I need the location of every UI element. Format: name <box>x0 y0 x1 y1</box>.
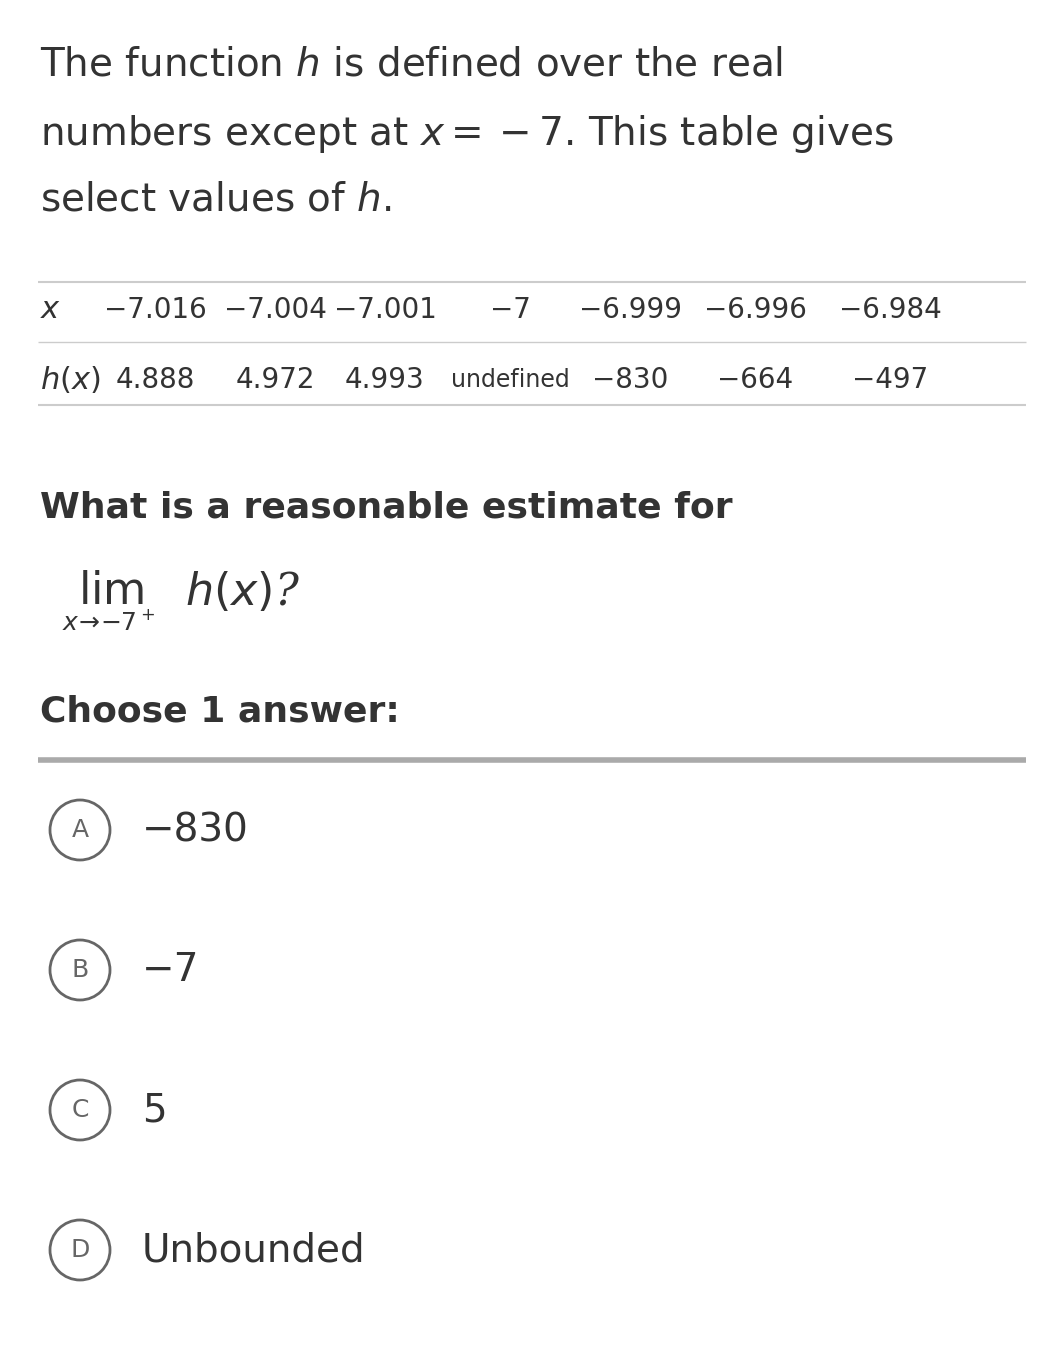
Text: −664: −664 <box>717 367 793 394</box>
Text: $h(x)$: $h(x)$ <box>40 364 100 395</box>
Text: $x\!\to\!{-7}^+$: $x\!\to\!{-7}^+$ <box>62 610 155 636</box>
Text: 4.888: 4.888 <box>115 367 195 394</box>
Text: Unbounded: Unbounded <box>142 1230 366 1268</box>
Text: 5: 5 <box>142 1090 167 1128</box>
Text: −830: −830 <box>592 367 668 394</box>
Text: −7.004: −7.004 <box>223 296 327 325</box>
Text: undefined: undefined <box>451 368 569 392</box>
Text: 4.972: 4.972 <box>235 367 315 394</box>
Text: B: B <box>71 957 88 982</box>
Text: −6.984: −6.984 <box>838 296 942 325</box>
Text: $x$: $x$ <box>40 296 61 325</box>
Text: D: D <box>70 1238 89 1262</box>
Text: What is a reasonable estimate for: What is a reasonable estimate for <box>40 490 733 524</box>
Text: −7: −7 <box>489 296 531 325</box>
Text: The function $\mathit{h}$ is defined over the real: The function $\mathit{h}$ is defined ove… <box>40 45 783 83</box>
Text: −6.999: −6.999 <box>579 296 682 325</box>
Text: −7: −7 <box>142 951 200 989</box>
Text: numbers except at $x = -7$. This table gives: numbers except at $x = -7$. This table g… <box>40 113 894 155</box>
Text: −7.001: −7.001 <box>333 296 436 325</box>
Text: A: A <box>71 818 88 842</box>
Text: $h(x)$?: $h(x)$? <box>185 570 300 614</box>
Text: Choose 1 answer:: Choose 1 answer: <box>40 695 400 729</box>
Text: −6.996: −6.996 <box>703 296 807 325</box>
Text: select values of $\mathit{h}$.: select values of $\mathit{h}$. <box>40 181 392 219</box>
Text: $\mathrm{lim}$: $\mathrm{lim}$ <box>78 570 145 614</box>
Text: −497: −497 <box>852 367 928 394</box>
Text: C: C <box>71 1099 88 1122</box>
Text: −830: −830 <box>142 811 249 849</box>
Text: 4.993: 4.993 <box>345 367 425 394</box>
Text: −7.016: −7.016 <box>103 296 206 325</box>
